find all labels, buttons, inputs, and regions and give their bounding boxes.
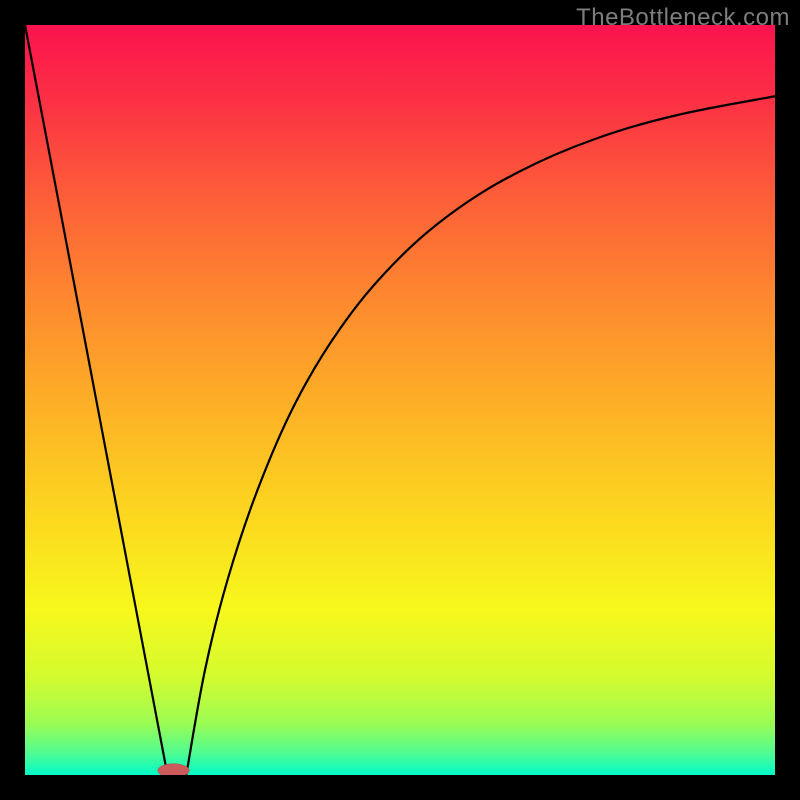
chart-container: TheBottleneck.com [0,0,800,800]
watermark-text: TheBottleneck.com [576,4,790,32]
bottleneck-chart [0,0,800,800]
gradient-background [25,25,775,775]
